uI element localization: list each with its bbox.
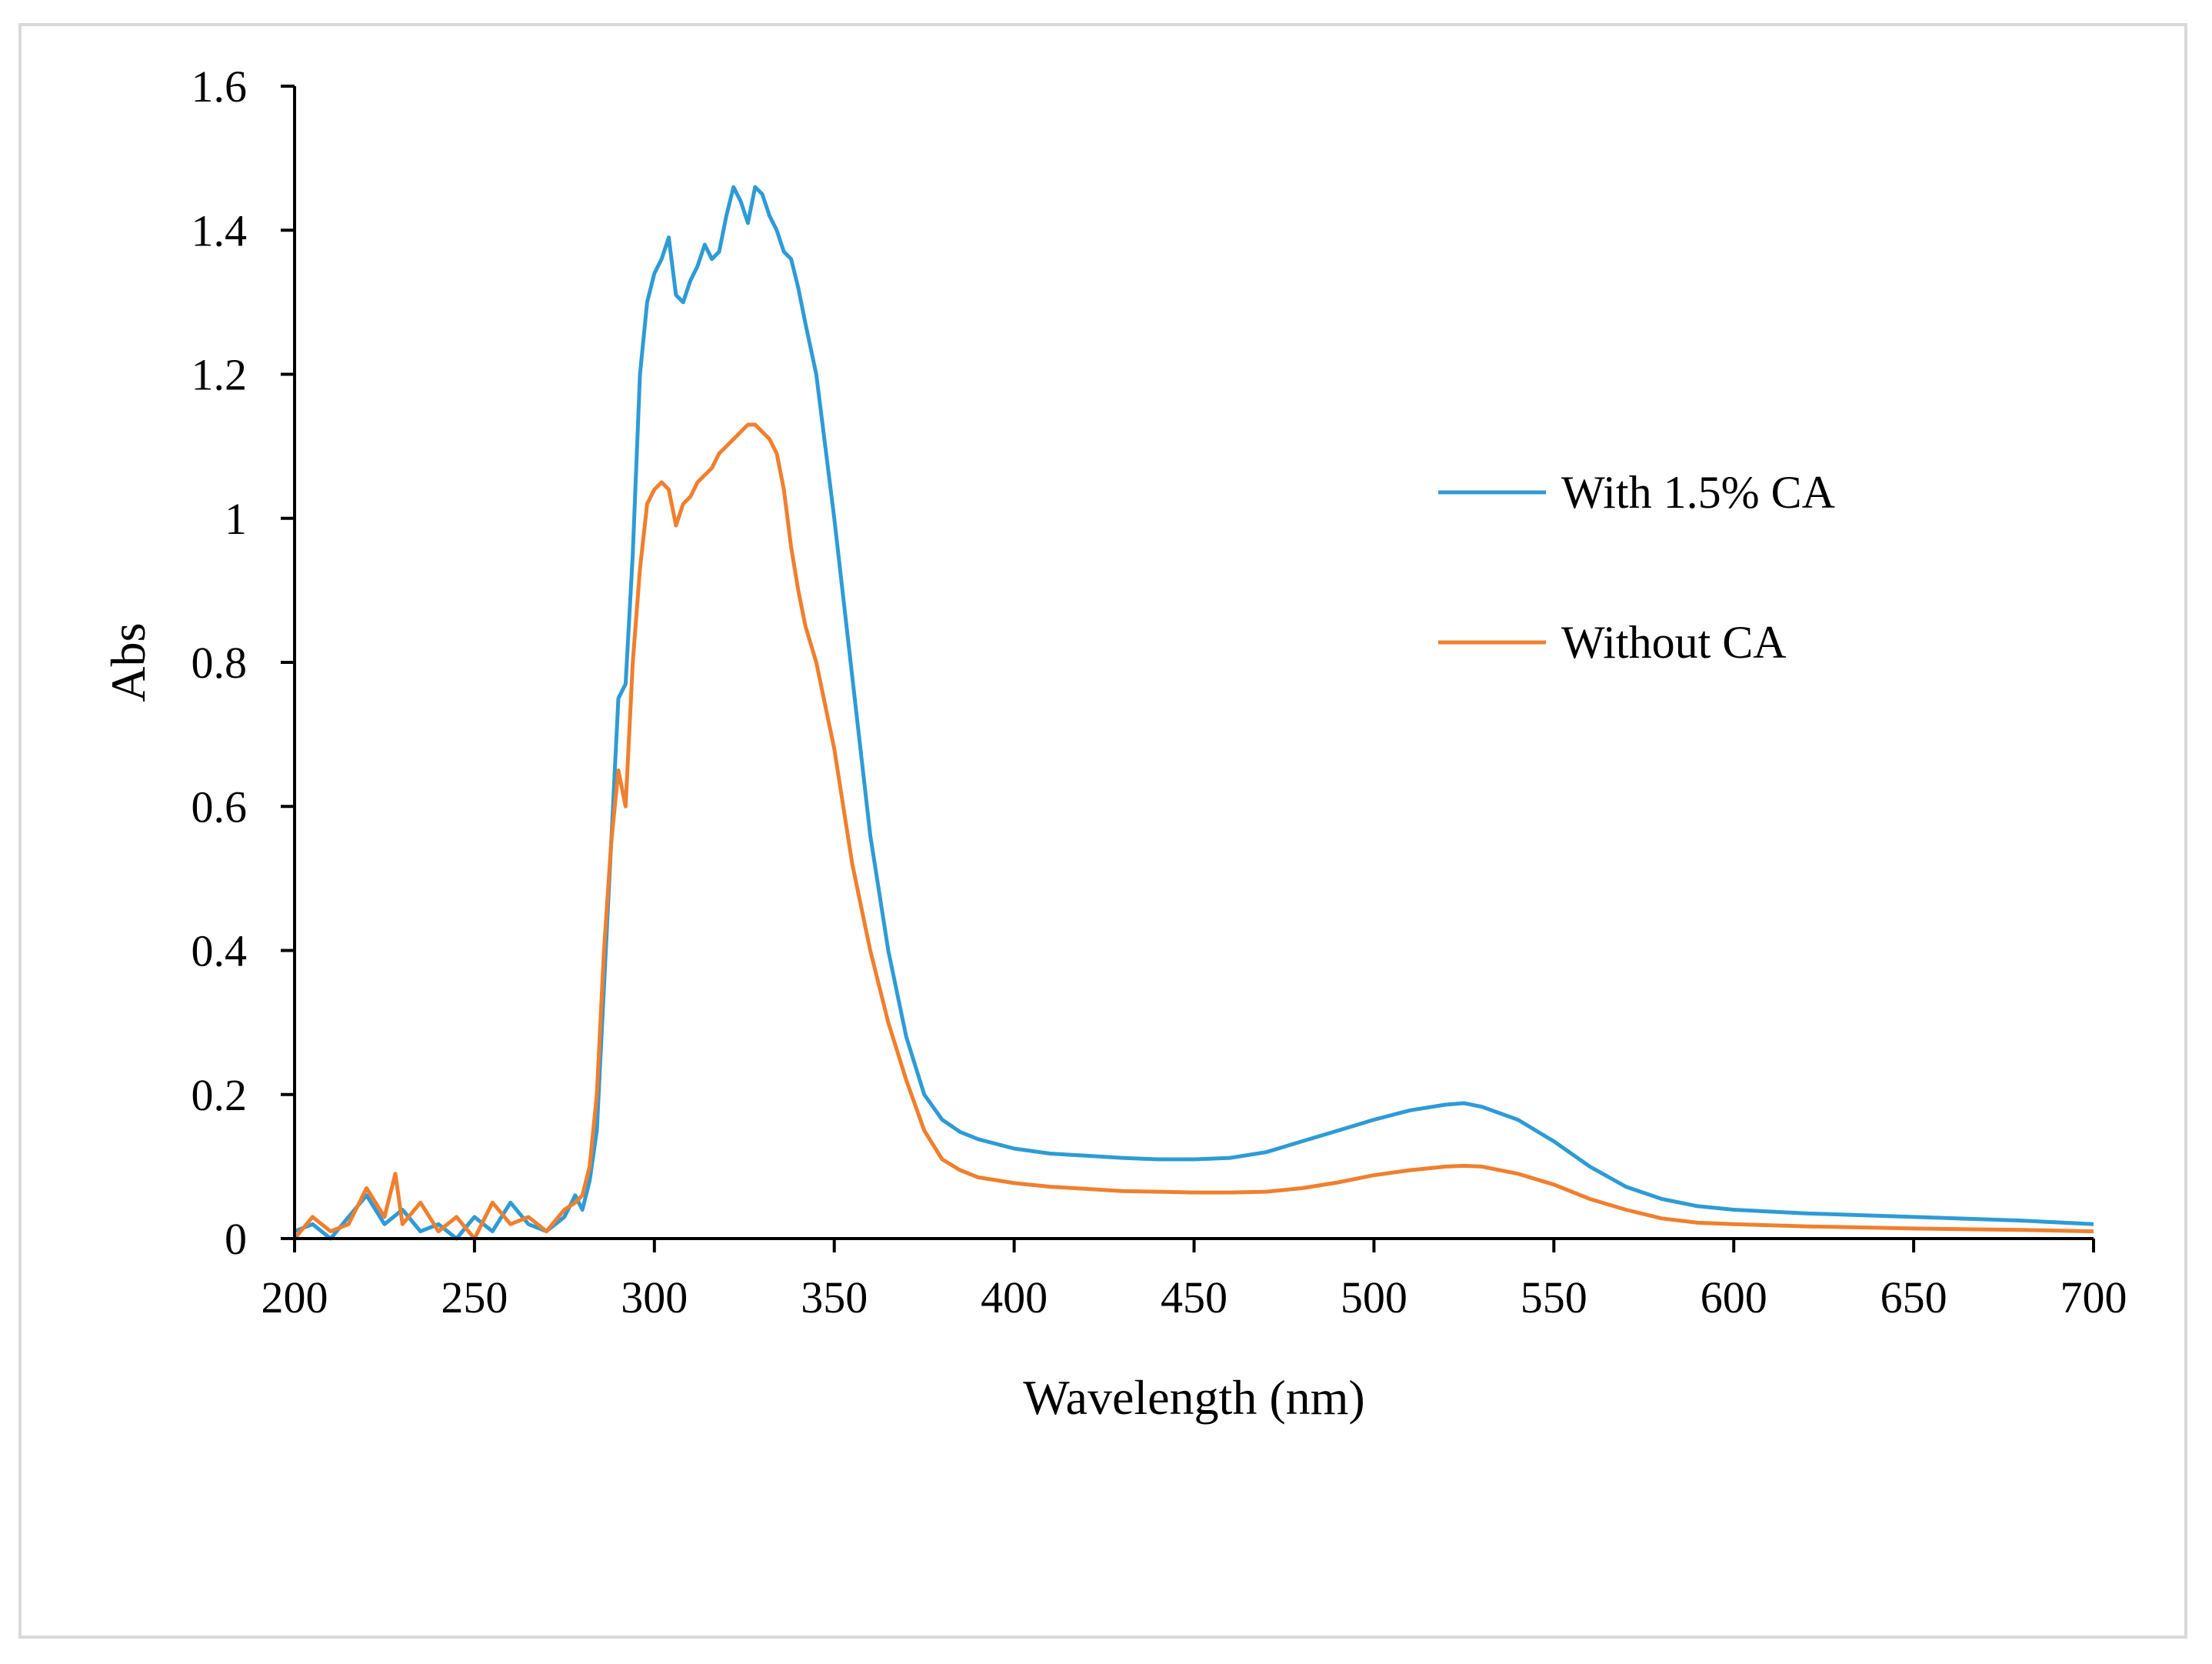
y-tick-label-1: 1 (225, 494, 247, 544)
series-line-without-ca (293, 422, 2094, 1241)
x-tick-label-400: 400 (981, 1272, 1048, 1322)
x-tick-label-500: 500 (1341, 1272, 1407, 1322)
y-tick-label-1.2: 1.2 (192, 350, 248, 400)
x-tick-label-450: 450 (1161, 1272, 1228, 1322)
figure-frame (18, 23, 2187, 1639)
x-tick-label-200: 200 (262, 1272, 328, 1322)
y-tick-label-0.2: 0.2 (192, 1070, 248, 1120)
y-axis-title: Abs (101, 622, 155, 702)
x-tick-label-300: 300 (621, 1272, 688, 1322)
x-tick-label-350: 350 (801, 1272, 868, 1322)
x-tick-label-250: 250 (441, 1272, 508, 1322)
legend-label-with-ca: With 1.5% CA (1561, 467, 1835, 518)
y-tick-label-1.6: 1.6 (192, 62, 248, 112)
y-tick-label-0.6: 0.6 (192, 782, 248, 832)
legend-label-without-ca: Without CA (1561, 617, 1787, 668)
y-tick-label-0.4: 0.4 (192, 926, 248, 976)
series-line-with-ca (294, 185, 2094, 1241)
x-tick-label-650: 650 (1881, 1272, 1947, 1322)
x-tick-label-600: 600 (1701, 1272, 1767, 1322)
x-tick-label-550: 550 (1521, 1272, 1587, 1322)
y-tick-label-0.8: 0.8 (192, 638, 248, 688)
y-tick-label-0: 0 (225, 1214, 247, 1264)
x-axis-title: Wavelength (nm) (1023, 1370, 1364, 1425)
legend: With 1.5% CA Without CA (1438, 467, 1835, 668)
y-tick-label-1.4: 1.4 (192, 205, 248, 255)
x-tick-label-700: 700 (2060, 1272, 2127, 1322)
